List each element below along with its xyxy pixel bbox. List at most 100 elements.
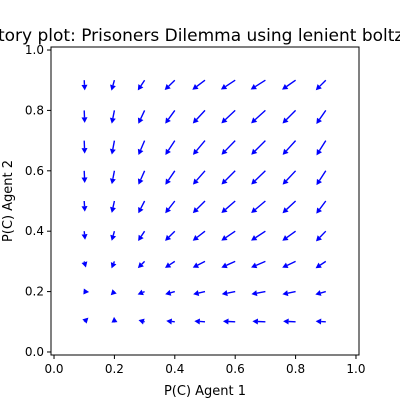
x-tick-label: 0.2 [105, 362, 124, 376]
vector-arrow [316, 170, 327, 186]
vector-arrow [251, 260, 266, 269]
vector-arrow [282, 200, 297, 214]
y-tick-label: 0.8 [25, 103, 44, 117]
vector-arrow [283, 318, 296, 325]
vector-arrow [282, 230, 296, 241]
vector-arrow [81, 261, 88, 268]
vector-arrow [138, 230, 146, 242]
x-tick-label: 0.8 [286, 362, 305, 376]
vector-arrow [137, 110, 146, 124]
vector-arrow [109, 110, 116, 124]
vector-arrow [315, 230, 327, 242]
vector-arrow [221, 140, 236, 155]
y-tick-label: 0.4 [25, 224, 44, 238]
x-axis: 0.0 0.2 0.4 0.6 0.8 1.0 [44, 355, 366, 376]
vector-arrow [221, 200, 236, 214]
vector-arrow [250, 79, 266, 90]
vector-arrow [165, 110, 176, 124]
vector-arrow [137, 289, 145, 296]
vector-arrow [221, 260, 236, 269]
vector-arrow [282, 140, 297, 155]
chart-title: Trajectory plot: Prisoners Dilemma using… [0, 26, 400, 46]
vector-arrow [193, 290, 206, 296]
vector-arrow [282, 79, 296, 90]
vector-arrow [164, 260, 176, 268]
vector-arrow [251, 290, 266, 297]
vector-arrow [138, 318, 145, 325]
x-tick-label: 0.4 [165, 362, 184, 376]
vector-arrow [81, 140, 88, 154]
vector-arrow [192, 79, 206, 90]
vector-arrow [194, 318, 206, 325]
vector-arrow [282, 109, 297, 124]
vector-arrow [192, 200, 206, 214]
vector-arrow [222, 318, 236, 325]
vector-arrow [110, 289, 117, 296]
vector-arrow [81, 80, 88, 91]
vector-arrow [315, 318, 326, 325]
vector-arrow [109, 170, 116, 185]
vector-arrow [315, 260, 327, 269]
vector-arrow [110, 80, 116, 91]
y-tick-label: 1.0 [25, 43, 44, 57]
y-tick-label: 0.0 [25, 345, 44, 359]
x-tick-label: 1.0 [346, 362, 365, 376]
vector-arrow [251, 140, 266, 155]
vector-arrow [316, 200, 327, 214]
vector-arrow [192, 109, 206, 124]
y-tick-label: 0.2 [25, 285, 44, 299]
vector-arrow [165, 140, 176, 155]
vector-arrow [81, 231, 88, 240]
vector-arrow [221, 109, 236, 124]
vector-arrow [192, 170, 206, 185]
vector-arrow [282, 290, 296, 297]
vector-arrow [138, 200, 146, 214]
vector-arrow [137, 170, 146, 185]
vector-arrow [81, 110, 88, 123]
vector-arrow [192, 140, 206, 155]
vector-arrow [137, 79, 146, 91]
vector-arrow [165, 170, 176, 185]
x-tick-label: 0.6 [226, 362, 245, 376]
vector-arrow [192, 230, 206, 241]
vector-arrow [251, 230, 266, 241]
vector-arrow [282, 260, 296, 269]
vector-arrow [81, 170, 88, 184]
vector-arrow [315, 290, 326, 296]
y-axis: 0.0 0.2 0.4 0.6 0.8 1.0 [25, 43, 51, 359]
vector-arrow [252, 318, 266, 325]
vector-arrow [315, 79, 327, 91]
vector-arrow [110, 261, 117, 269]
vector-arrow [164, 79, 176, 91]
vector-arrow [220, 79, 236, 90]
vector-arrow [109, 140, 116, 155]
vector-arrow [316, 140, 327, 156]
y-tick-label: 0.6 [25, 164, 44, 178]
vector-arrow [137, 260, 146, 269]
vector-arrow [110, 231, 117, 241]
x-tick-label: 0.0 [44, 362, 63, 376]
vector-arrow [221, 170, 236, 185]
vector-arrow [165, 200, 176, 214]
vector-arrow [192, 260, 206, 268]
vector-arrow [111, 316, 118, 323]
vector-arrow [316, 110, 327, 124]
vector-arrow [251, 109, 266, 124]
vector-arrow [81, 200, 88, 212]
vector-arrow [165, 230, 176, 241]
y-axis-label: P(C) Agent 2 [1, 160, 16, 242]
vector-arrow [221, 290, 236, 297]
vector-arrow [165, 289, 175, 296]
x-axis-label: P(C) Agent 1 [164, 384, 246, 399]
vector-arrow [83, 288, 90, 295]
vector-arrow [137, 140, 146, 155]
arrow-layer [81, 79, 327, 325]
vector-arrow [221, 230, 236, 241]
vector-arrow [82, 317, 89, 324]
vector-arrow [282, 170, 297, 185]
vector-arrow [166, 318, 175, 325]
vector-arrow [251, 170, 266, 185]
vector-arrow [110, 200, 116, 213]
vector-arrow [251, 200, 266, 214]
